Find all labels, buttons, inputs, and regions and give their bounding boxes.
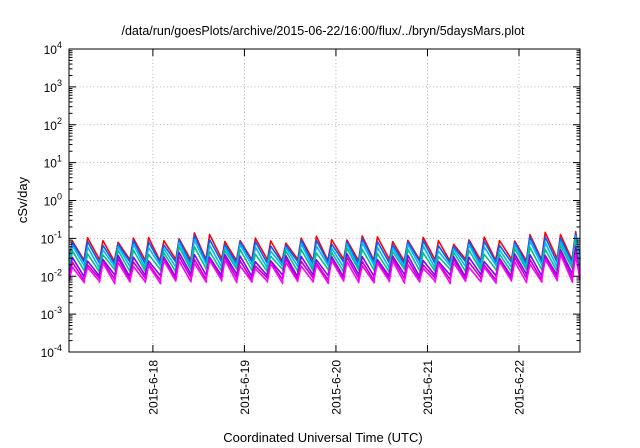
x-tick-label: 2015-6-20 <box>329 360 343 415</box>
x-axis-label: Coordinated Universal Time (UTC) <box>223 430 422 445</box>
x-tick-labels: 2015-6-18 2015-6-19 2015-6-20 2015-6-21 2015… <box>146 360 526 415</box>
y-tick-label: 10-2 <box>41 267 62 284</box>
series-line <box>68 253 581 285</box>
series-line <box>68 239 581 273</box>
series-line <box>68 235 581 270</box>
x-tick-label: 2015-6-18 <box>146 360 160 415</box>
y-tick-label: 10-1 <box>41 229 62 246</box>
series-line <box>68 232 581 266</box>
y-tick-labels: 10-4 10-3 10-2 10-1 100 101 102 103 104 <box>41 40 62 360</box>
chart-title: /data/run/goesPlots/archive/2015-06-22/1… <box>121 24 525 38</box>
series-group <box>68 230 581 285</box>
y-axis-label: cSv/day <box>15 176 30 223</box>
x-tick-label: 2015-6-19 <box>238 360 252 415</box>
grid-lines <box>69 48 580 353</box>
y-tick-label: 103 <box>44 78 62 95</box>
y-tick-label: 101 <box>44 154 62 171</box>
y-tick-label: 100 <box>44 192 62 209</box>
x-tick-label: 2015-6-21 <box>421 360 435 415</box>
y-tick-label: 10-3 <box>41 305 62 322</box>
axis-ticks <box>69 48 580 353</box>
y-tick-label: 104 <box>44 40 62 57</box>
x-tick-label: 2015-6-22 <box>512 360 526 415</box>
y-tick-label: 102 <box>44 116 62 133</box>
y-tick-label: 10-4 <box>41 343 62 360</box>
